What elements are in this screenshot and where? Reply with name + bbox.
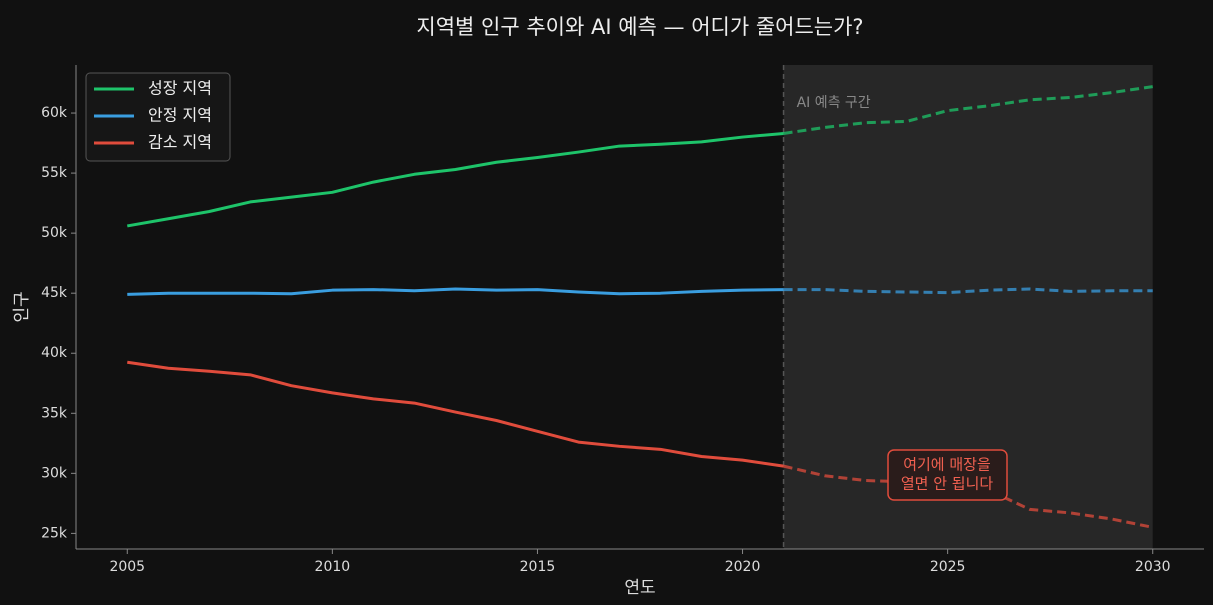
y-tick-label: 30k [41,465,68,481]
annotation-text: 열면 안 됩니다 [901,475,994,493]
annotation-text: 여기에 매장을 [903,456,991,474]
series-line [127,360,784,468]
legend-box [85,72,231,162]
series-line [127,131,784,228]
x-tick-label: 2010 [315,559,351,575]
series-line [127,287,784,296]
forecast-line [783,287,1153,295]
y-axis-label: 인구 [12,291,32,322]
x-tick-label: 2005 [109,559,145,575]
forecast-line [783,85,1153,135]
y-tick-label: 25k [41,525,68,541]
legend-label: 감소 지역 [148,133,212,152]
x-axis-label: 연도 [624,578,655,598]
x-tick-label: 2015 [520,559,556,575]
annotation-box [887,449,1008,501]
y-tick-label: 40k [41,345,68,361]
y-tick-label: 60k [41,105,68,121]
y-tick-label: 50k [41,225,68,241]
region-label: AI 예측 구간 [797,95,871,111]
legend-label: 성장 지역 [148,79,212,98]
chart-title: 지역별 인구 추이와 AI 예측 — 어디가 줄어드는가? [416,15,863,39]
y-tick-label: 55k [41,165,68,181]
x-tick-label: 2025 [930,559,966,575]
x-tick-label: 2030 [1135,559,1171,575]
y-tick-label: 45k [41,285,68,301]
legend-label: 안정 지역 [148,106,212,125]
x-tick-label: 2020 [725,559,761,575]
y-tick-label: 35k [41,405,68,421]
